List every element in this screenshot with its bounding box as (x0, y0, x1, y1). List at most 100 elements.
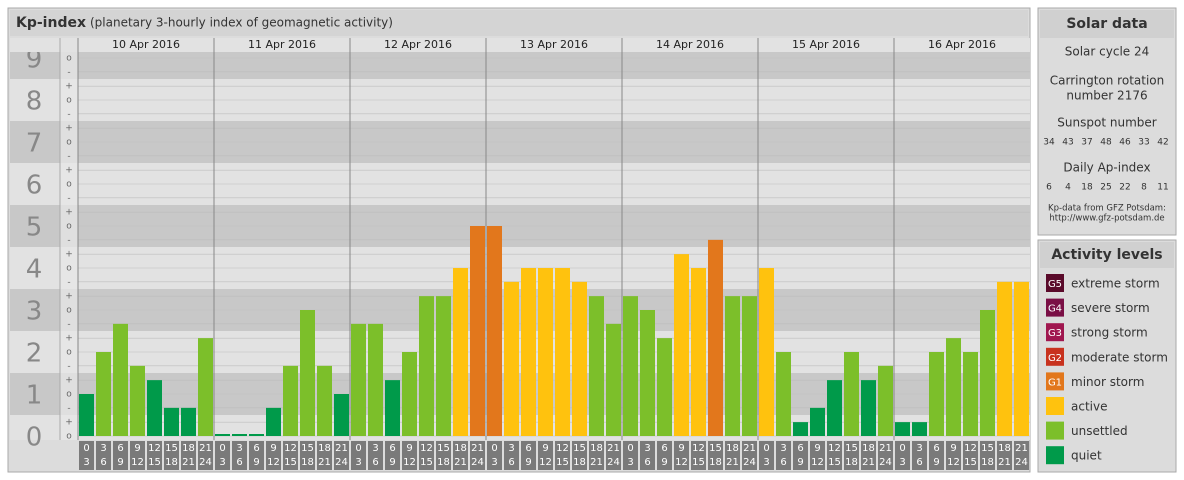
slot-end: 3 (627, 457, 633, 468)
minor-tick-label: + (65, 418, 73, 428)
kp-bar (283, 365, 298, 436)
slot-end: 9 (661, 457, 667, 468)
slot-end: 21 (998, 457, 1011, 468)
slot-start: 0 (763, 443, 769, 454)
slot-end: 12 (539, 457, 552, 468)
slot-end: 3 (763, 457, 769, 468)
slot-box (402, 441, 417, 470)
level-swatch (1046, 298, 1064, 317)
kp-bar (215, 434, 230, 436)
kp-bar (810, 407, 825, 436)
carrington: Carrington rotation (1050, 74, 1164, 88)
slot-box (912, 441, 927, 470)
kp-bar (164, 407, 179, 436)
level-swatch (1046, 372, 1064, 391)
slot-end: 6 (372, 457, 378, 468)
minor-tick-label: - (67, 277, 70, 287)
kp-bar (79, 394, 94, 436)
slot-end: 18 (981, 457, 994, 468)
level-swatch (1046, 446, 1064, 465)
minor-tick-label: + (65, 166, 73, 176)
slot-start: 21 (879, 443, 892, 454)
slot-start: 12 (692, 443, 705, 454)
chart-subtitle: (planetary 3-hourly index of geomagnetic… (90, 16, 393, 30)
slot-start: 21 (743, 443, 756, 454)
kp-bar (572, 281, 587, 436)
slot-end: 9 (933, 457, 939, 468)
slot-box (572, 441, 587, 470)
slot-end: 18 (165, 457, 178, 468)
slot-start: 0 (355, 443, 361, 454)
level-label: quiet (1071, 449, 1102, 463)
slot-box (861, 441, 876, 470)
slot-end: 12 (811, 457, 824, 468)
sunspot-value: 46 (1119, 138, 1131, 148)
slot-start: 9 (134, 443, 140, 454)
slot-box (793, 441, 808, 470)
slot-end: 21 (182, 457, 195, 468)
minor-tick-label: - (67, 319, 70, 329)
slot-start: 0 (219, 443, 225, 454)
slot-box (113, 441, 128, 470)
slot-box (946, 441, 961, 470)
minor-tick-label: - (67, 109, 70, 119)
kp-bar (402, 352, 417, 436)
kp-bar (453, 268, 468, 436)
slot-start: 12 (556, 443, 569, 454)
minor-tick-label: - (67, 361, 70, 371)
slot-box (725, 441, 740, 470)
kp-bar (725, 296, 740, 436)
slot-start: 3 (372, 443, 378, 454)
slot-end: 6 (236, 457, 242, 468)
slot-end: 6 (644, 457, 650, 468)
minor-tick-label: o (66, 348, 72, 358)
slot-end: 18 (845, 457, 858, 468)
date-label: 10 Apr 2016 (112, 38, 180, 51)
solar-title: Solar data (1066, 16, 1147, 32)
slot-box (79, 441, 94, 470)
slot-box (198, 441, 213, 470)
slot-box (980, 441, 995, 470)
slot-start: 12 (420, 443, 433, 454)
ap-value: 18 (1081, 183, 1093, 193)
slot-start: 15 (709, 443, 722, 454)
sunspot-value: 33 (1138, 138, 1149, 148)
slot-box (929, 441, 944, 470)
slot-start: 0 (83, 443, 89, 454)
kp-bar (385, 380, 400, 436)
slot-box (895, 441, 910, 470)
kp-bar (997, 281, 1012, 436)
slot-box (827, 441, 842, 470)
level-label: extreme storm (1071, 277, 1160, 291)
kp-bar (470, 226, 485, 436)
slot-end: 15 (692, 457, 705, 468)
level-code: G2 (1048, 353, 1062, 364)
slot-end: 21 (862, 457, 875, 468)
date-label: 12 Apr 2016 (384, 38, 452, 51)
kp-bar (351, 323, 366, 436)
kp-bar (130, 365, 145, 436)
level-label: moderate storm (1071, 350, 1168, 364)
slot-start: 3 (508, 443, 514, 454)
slot-box (300, 441, 315, 470)
slot-box (470, 441, 485, 470)
kp-bar (861, 380, 876, 436)
minor-tick-label: + (65, 208, 73, 218)
y-tick-label: 2 (26, 339, 43, 369)
minor-tick-label: o (66, 54, 72, 64)
slot-start: 3 (780, 443, 786, 454)
slot-box (606, 441, 621, 470)
slot-box (334, 441, 349, 470)
kp-bar (147, 380, 162, 436)
kp-bar (232, 434, 247, 436)
slot-box (368, 441, 383, 470)
slot-box (385, 441, 400, 470)
level-label: minor storm (1071, 375, 1144, 389)
ap-value: 6 (1046, 183, 1052, 193)
slot-box (759, 441, 774, 470)
kp-bar (96, 352, 111, 436)
slot-end: 24 (743, 457, 756, 468)
ap-value: 8 (1141, 183, 1147, 193)
minor-tick-label: - (67, 235, 70, 245)
slot-end: 15 (828, 457, 841, 468)
